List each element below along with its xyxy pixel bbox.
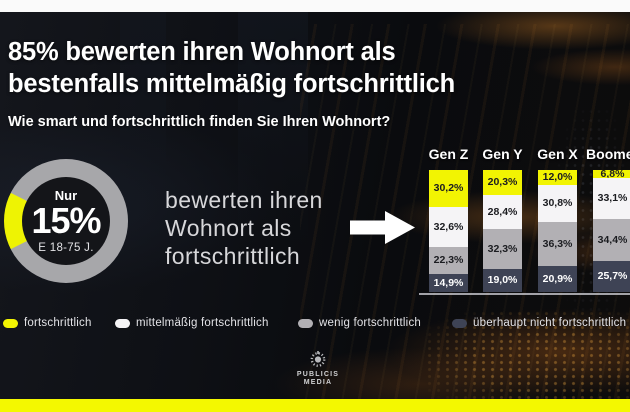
legend-label: wenig fortschrittlich bbox=[319, 317, 421, 329]
segment-value: 12,0% bbox=[542, 171, 573, 184]
lion-crest-icon bbox=[310, 351, 326, 367]
legend-swatch bbox=[3, 318, 18, 328]
bar-segment: 12,0% bbox=[538, 170, 577, 185]
statement-line1: bewerten ihren bbox=[165, 187, 323, 213]
segment-value: 30,8% bbox=[542, 197, 573, 210]
bar-stack: 20,3% 28,4% 32,3% 19,0% bbox=[483, 170, 522, 292]
legend-label: fortschrittlich bbox=[24, 317, 92, 329]
background-building bbox=[238, 12, 308, 245]
page-title-line1: 85% bewerten ihren Wohnort als bbox=[8, 38, 396, 66]
bar-segment: 6,8% bbox=[593, 168, 630, 181]
survey-question: Wie smart und fortschrittlich finden Sie… bbox=[8, 114, 391, 130]
bar-stack: 6,8% 33,1% 34,4% 25,7% bbox=[593, 168, 630, 292]
segment-value: 25,7% bbox=[597, 270, 628, 283]
segment-value: 28,4% bbox=[487, 206, 518, 219]
segment-value: 33,1% bbox=[597, 192, 628, 205]
bar-segment: 32,6% bbox=[429, 206, 468, 247]
statement-line3: fortschrittlich bbox=[165, 243, 301, 269]
donut-center: Nur 15% E 18-75 J. bbox=[22, 177, 110, 265]
bar-segment: 25,7% bbox=[593, 260, 630, 292]
statement-text: bewerten ihren Wohnort als fortschrittli… bbox=[165, 186, 323, 270]
segment-value: 30,2% bbox=[433, 182, 464, 195]
top-margin-strip bbox=[0, 0, 630, 12]
segment-value: 20,9% bbox=[542, 273, 573, 286]
donut-audience: E 18-75 J. bbox=[38, 242, 94, 254]
segment-value: 6,8% bbox=[600, 168, 625, 181]
legend-swatch bbox=[298, 318, 313, 328]
legend-item-fortschrittlich: fortschrittlich bbox=[3, 317, 92, 329]
segment-value: 32,6% bbox=[433, 220, 464, 233]
segment-value: 22,3% bbox=[433, 254, 464, 267]
donut-prefix: Nur bbox=[54, 188, 78, 203]
legend-label: mittelmäßig fortschrittlich bbox=[136, 317, 269, 329]
bar-group-label: Gen Z bbox=[428, 146, 469, 162]
bar-segment: 22,3% bbox=[429, 246, 468, 274]
bar-segment: 32,3% bbox=[483, 229, 522, 269]
arrow-right-icon bbox=[350, 211, 415, 244]
bar-segment: 28,4% bbox=[483, 194, 522, 230]
brand-name-line2: MEDIA bbox=[303, 379, 333, 386]
segment-value: 32,3% bbox=[487, 243, 518, 256]
brand-name-line1: PUBLICIS bbox=[296, 371, 340, 378]
legend-item-mittelmaessig: mittelmäßig fortschrittlich bbox=[115, 317, 269, 329]
donut-value: 15% bbox=[31, 200, 101, 241]
bar-segment: 30,8% bbox=[538, 184, 577, 223]
bar-segment: 34,4% bbox=[593, 218, 630, 261]
bar-segment: 20,3% bbox=[483, 170, 522, 195]
accent-bar bbox=[0, 399, 630, 412]
segment-value: 20,3% bbox=[487, 176, 518, 189]
page-title: 85% bewerten ihren Wohnort als bestenfal… bbox=[8, 36, 455, 100]
background-building bbox=[120, 12, 166, 245]
bar-group-label: Gen X bbox=[537, 146, 578, 162]
segment-value: 34,4% bbox=[597, 233, 628, 246]
bar-segment: 33,1% bbox=[593, 178, 630, 219]
publicis-media-logo: PUBLICIS MEDIA bbox=[289, 351, 347, 387]
bar-segment: 19,0% bbox=[483, 268, 522, 292]
bar-segment: 30,2% bbox=[429, 170, 468, 207]
statement-line2: Wohnort als bbox=[165, 215, 292, 241]
bar-group-label: Gen Y bbox=[482, 146, 523, 162]
bars-baseline bbox=[419, 293, 630, 295]
segment-value: 36,3% bbox=[542, 238, 573, 251]
legend-item-ueberhaupt-nicht: überhaupt nicht fortschrittlich bbox=[452, 317, 626, 329]
legend-label: überhaupt nicht fortschrittlich bbox=[473, 317, 627, 329]
bar-segment: 36,3% bbox=[538, 222, 577, 267]
legend-swatch bbox=[452, 318, 467, 328]
legend-item-wenig: wenig fortschrittlich bbox=[298, 317, 421, 329]
bar-stack: 30,2% 32,6% 22,3% 14,9% bbox=[429, 170, 468, 292]
page-title-line2: bestenfalls mittelmäßig fortschrittlich bbox=[8, 70, 456, 98]
donut-chart: Nur 15% E 18-75 J. bbox=[4, 159, 128, 283]
bar-segment: 14,9% bbox=[429, 273, 468, 292]
legend-swatch bbox=[115, 318, 130, 328]
bar-group-label: Boomer bbox=[586, 146, 630, 162]
segment-value: 19,0% bbox=[487, 274, 518, 287]
segment-value: 14,9% bbox=[433, 276, 464, 289]
bar-segment: 20,9% bbox=[538, 266, 577, 292]
bar-stack: 12,0% 30,8% 36,3% 20,9% bbox=[538, 170, 577, 292]
